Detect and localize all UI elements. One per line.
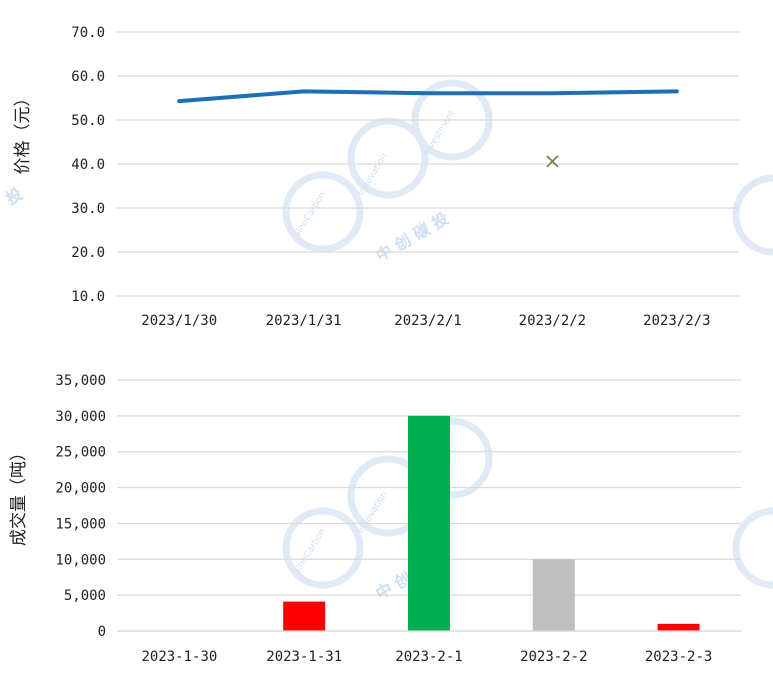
volume-bar: [408, 416, 450, 631]
watermark-text-4: SinoCarbon: [292, 527, 328, 576]
watermark-bottom: SinoCarbon Innovation Investment 中 创 碳 投: [286, 421, 773, 603]
volume-x-tick-label: 2023-1-31: [266, 649, 342, 665]
price-x-tick-label: 2023/1/30: [141, 313, 217, 329]
volume-x-tick-label: 2023-1-30: [141, 649, 217, 665]
volume-y-tick-label: 0: [98, 624, 106, 640]
price-x-tick-label: 2023/2/2: [519, 313, 586, 329]
watermark-text-3: Investment: [422, 109, 458, 158]
price-y-tick-label: 10.0: [71, 289, 105, 305]
price-x-tick-label: 2023/2/1: [394, 313, 461, 329]
volume-bar: [658, 624, 700, 631]
price-y-tick-label: 60.0: [71, 69, 105, 85]
volume-y-tick-label: 10,000: [55, 552, 106, 568]
price-x-tick-label: 2023/2/3: [643, 313, 710, 329]
watermark-top: SinoCarbon Innovation Investment 中 创 碳 投…: [3, 83, 773, 265]
price-axis-title: 价格（元）: [13, 90, 33, 175]
volume-x-tick-label: 2023-2-3: [645, 649, 712, 665]
volume-bar-chart: 35,000 30,000 25,000 20,000 15,000 10,000 5,00…: [55, 373, 741, 665]
price-y-tick-label: 30.0: [71, 201, 105, 217]
volume-x-tick-label: 2023-2-2: [520, 649, 587, 665]
watermark-cn-1: 中 创 碳 投: [373, 209, 452, 266]
volume-bar: [533, 559, 575, 631]
volume-y-tick-label: 20,000: [55, 481, 106, 497]
volume-y-tick-label: 5,000: [64, 588, 106, 604]
price-line-chart: 70.0 60.0 50.0 40.0 30.0 20.0 10.0 2023/1/30 202…: [71, 25, 739, 329]
price-y-tick-label: 20.0: [71, 245, 105, 261]
watermark-cn-edge-1: 投: [3, 184, 26, 208]
volume-y-tick-label: 30,000: [55, 409, 106, 425]
volume-axis-title: 成交量（吨）: [9, 444, 29, 546]
volume-y-tick-label: 15,000: [55, 516, 106, 532]
volume-y-tick-label: 35,000: [55, 373, 106, 389]
volume-x-tick-label: 2023-2-1: [395, 649, 462, 665]
price-y-tick-label: 40.0: [71, 157, 105, 173]
price-x-tick-label: 2023/1/31: [266, 313, 342, 329]
volume-y-tick-label: 25,000: [55, 445, 106, 461]
watermark-text-1: SinoCarbon: [292, 190, 328, 239]
price-y-tick-label: 50.0: [71, 113, 105, 129]
price-y-tick-label: 70.0: [71, 25, 105, 41]
price-point-marker: [547, 156, 558, 167]
volume-bar: [283, 602, 325, 631]
